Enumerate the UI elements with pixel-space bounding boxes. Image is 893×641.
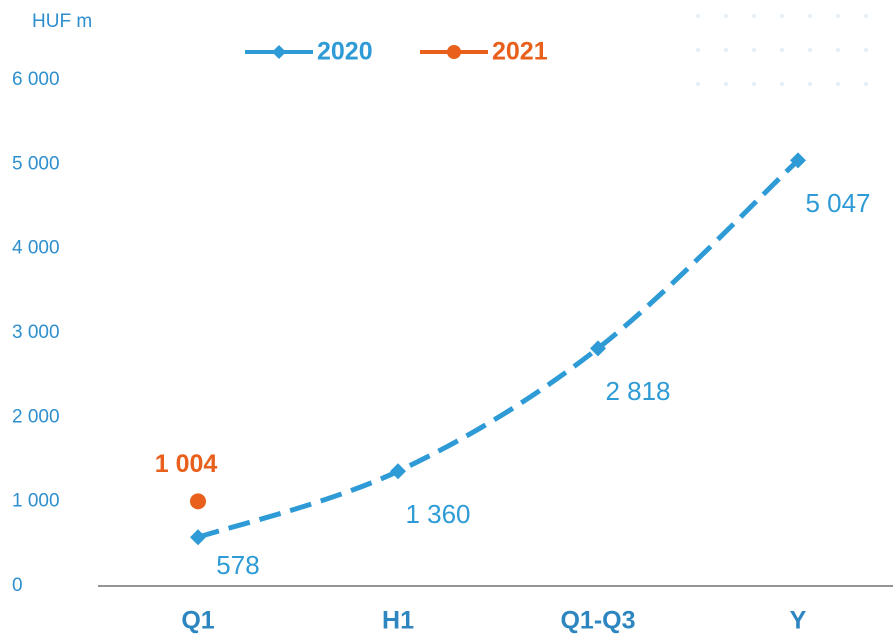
y-tick-label: 6 000 [12, 69, 60, 90]
y-axis-label: HUF m [32, 11, 92, 32]
decoration-dot [696, 48, 700, 52]
decoration-dot [808, 48, 812, 52]
decoration-dot [864, 48, 868, 52]
point [390, 463, 406, 480]
y-tick-label: 3 000 [12, 322, 60, 343]
decoration-dot [752, 14, 756, 18]
point [190, 529, 206, 546]
legend-label: 2021 [492, 38, 548, 66]
decoration-dot [724, 82, 728, 86]
decoration [696, 14, 868, 86]
data-label: 1 004 [155, 450, 218, 478]
x-tick-label: Q1 [181, 607, 214, 635]
decoration-dot [808, 14, 812, 18]
point [590, 340, 606, 357]
decoration-dot [836, 82, 840, 86]
y-tick-label: 1 000 [12, 491, 60, 512]
x-tick-label: H1 [382, 607, 414, 635]
decoration-dot [864, 82, 868, 86]
decoration-dot [836, 48, 840, 52]
data-label: 578 [216, 550, 259, 580]
data-label: 1 360 [405, 499, 470, 529]
decoration-dot [696, 82, 700, 86]
point [790, 152, 806, 169]
series-line [197, 158, 800, 540]
decoration-dot [780, 14, 784, 18]
decoration-dot [836, 14, 840, 18]
point [190, 493, 206, 510]
decoration-dot [752, 82, 756, 86]
y-tick-label: 5 000 [12, 153, 60, 174]
decoration-dot [780, 82, 784, 86]
y-tick-label: 0 [12, 575, 23, 596]
decoration-dot [724, 48, 728, 52]
data-label: 2 818 [605, 376, 670, 406]
decoration-dot [780, 48, 784, 52]
decoration-dot [808, 82, 812, 86]
legend-marker [447, 45, 461, 59]
x-tick-label: Q1-Q3 [560, 607, 635, 635]
legend-marker [272, 45, 286, 59]
y-tick-label: 4 000 [12, 238, 60, 259]
x-tick-label: Y [790, 607, 807, 635]
y-tick-label: 2 000 [12, 406, 60, 427]
decoration-dot [864, 14, 868, 18]
decoration-dot [696, 14, 700, 18]
data-label: 5 047 [805, 188, 870, 218]
decoration-dot [752, 48, 756, 52]
decoration-dot [724, 14, 728, 18]
legend-label: 2020 [317, 38, 373, 66]
